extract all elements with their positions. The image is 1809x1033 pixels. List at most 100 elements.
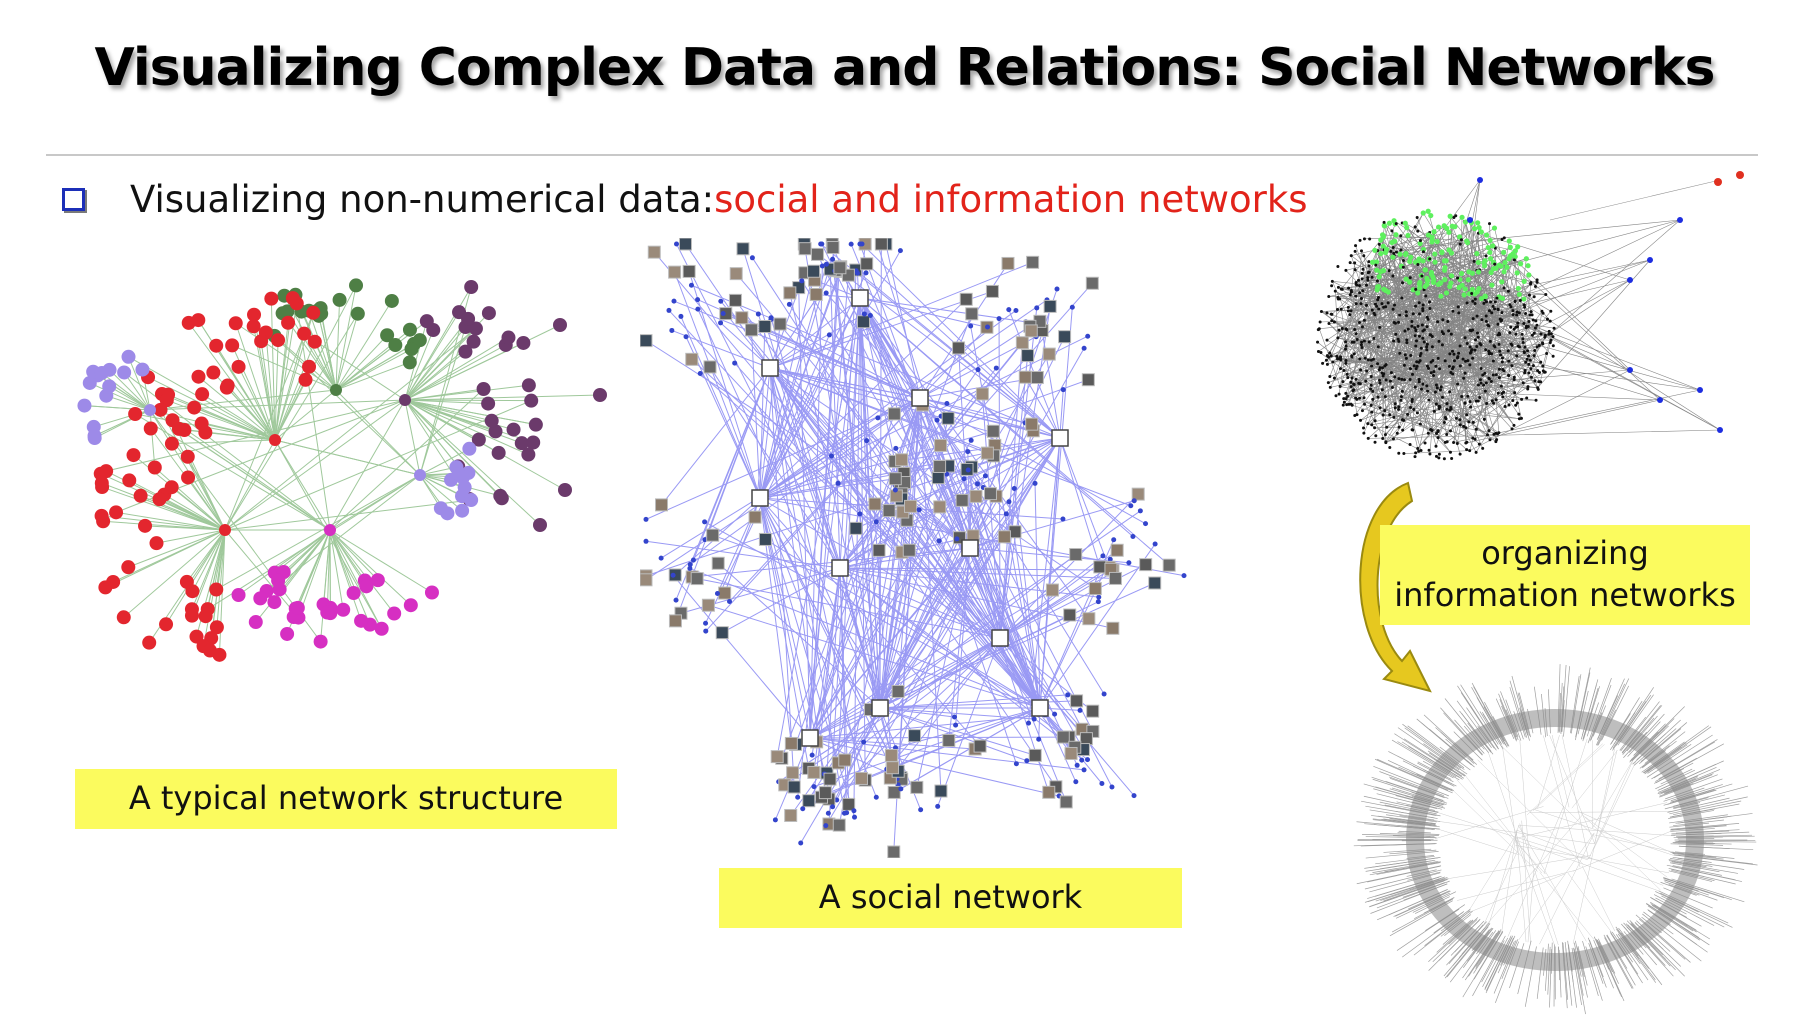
network-node (1370, 275, 1374, 279)
profile-thumbnail (1070, 694, 1084, 708)
profile-thumbnail (986, 424, 1000, 438)
network-hub-node (269, 434, 281, 446)
network-node (1447, 283, 1453, 290)
network-node (1441, 267, 1448, 273)
network-node (1345, 328, 1349, 332)
network-node (1527, 354, 1531, 358)
network-node (1451, 309, 1455, 313)
network-node (466, 334, 481, 349)
profile-thumbnail (703, 360, 717, 374)
network-node (1417, 279, 1423, 286)
network-node (1036, 736, 1042, 742)
network-node (354, 613, 369, 628)
network-node (1421, 382, 1425, 386)
profile-thumbnail (941, 411, 955, 425)
network-node (1353, 414, 1357, 418)
network-node (1479, 343, 1483, 347)
network-node (1518, 261, 1524, 267)
network-node (1418, 422, 1422, 426)
network-node (826, 332, 832, 338)
network-node (811, 784, 817, 790)
network-node (1003, 511, 1009, 517)
network-node (464, 279, 479, 294)
network-node (844, 810, 850, 816)
network-node (1498, 349, 1502, 353)
network-node (1360, 409, 1364, 413)
profile-thumbnail (1108, 571, 1122, 585)
network-node (1544, 292, 1548, 296)
network-node (1545, 317, 1549, 321)
profile-thumbnail (690, 572, 704, 586)
network-node (918, 807, 924, 813)
network-node (819, 263, 825, 269)
network-node (1358, 238, 1362, 242)
network-node (153, 402, 168, 417)
profile-thumbnail (647, 245, 661, 259)
network-node (1473, 297, 1477, 301)
network-node (1369, 383, 1373, 387)
network-node (1389, 249, 1393, 253)
network-node (1499, 384, 1503, 388)
network-hub-node (399, 394, 411, 406)
network-node (1428, 212, 1434, 219)
network-node (1522, 303, 1526, 307)
network-node (1515, 285, 1521, 292)
network-node (476, 382, 491, 397)
network-node (1353, 328, 1357, 332)
network-node (1419, 351, 1423, 355)
network-node (1456, 382, 1460, 386)
profile-thumbnail (685, 352, 699, 366)
network-node (1417, 301, 1421, 305)
network-node (1405, 338, 1409, 342)
network-node (1337, 328, 1341, 332)
network-node (673, 597, 679, 603)
network-node (1378, 250, 1384, 257)
network-node (1462, 286, 1468, 292)
network-node (1319, 310, 1323, 314)
network-node (1432, 251, 1438, 257)
network-node (1376, 298, 1380, 302)
network-node (1447, 213, 1453, 219)
network-node (1526, 325, 1530, 329)
network-node (1513, 391, 1517, 395)
network-node (1540, 309, 1544, 313)
network-node (1352, 340, 1356, 344)
network-node (264, 291, 279, 306)
network-node (1512, 375, 1516, 379)
network-node (1503, 404, 1507, 408)
network-node (720, 311, 726, 317)
network-node (982, 473, 988, 479)
network-node (1478, 296, 1485, 302)
network-node (102, 362, 117, 377)
network-node (1461, 292, 1467, 298)
network-node (1434, 364, 1438, 368)
network-node (1402, 363, 1406, 367)
network-node (1507, 244, 1513, 250)
network-node (462, 441, 477, 456)
network-node (1384, 363, 1388, 367)
network-node (1407, 258, 1413, 265)
network-node (1417, 312, 1421, 316)
caption-organizing-networks: organizing information networks (1380, 525, 1750, 625)
network-node (1500, 360, 1504, 364)
network-node (1527, 371, 1531, 375)
network-node (231, 359, 246, 374)
network-node (1366, 436, 1370, 440)
network-node (1366, 276, 1370, 280)
network-node (1391, 218, 1397, 224)
network-node (1426, 431, 1430, 435)
network-node (1339, 287, 1343, 291)
network-node (755, 311, 761, 317)
profile-thumbnail (983, 487, 997, 501)
network-node (1493, 300, 1497, 304)
network-node (1373, 313, 1377, 317)
network-node (1359, 249, 1363, 253)
network-node (1469, 405, 1473, 409)
profile-thumbnail (810, 247, 824, 261)
network-node (1499, 353, 1503, 357)
network-node (1388, 445, 1392, 449)
network-node (1549, 309, 1553, 313)
network-node (1515, 325, 1519, 329)
network-node (1430, 334, 1434, 338)
network-node (1413, 455, 1417, 459)
